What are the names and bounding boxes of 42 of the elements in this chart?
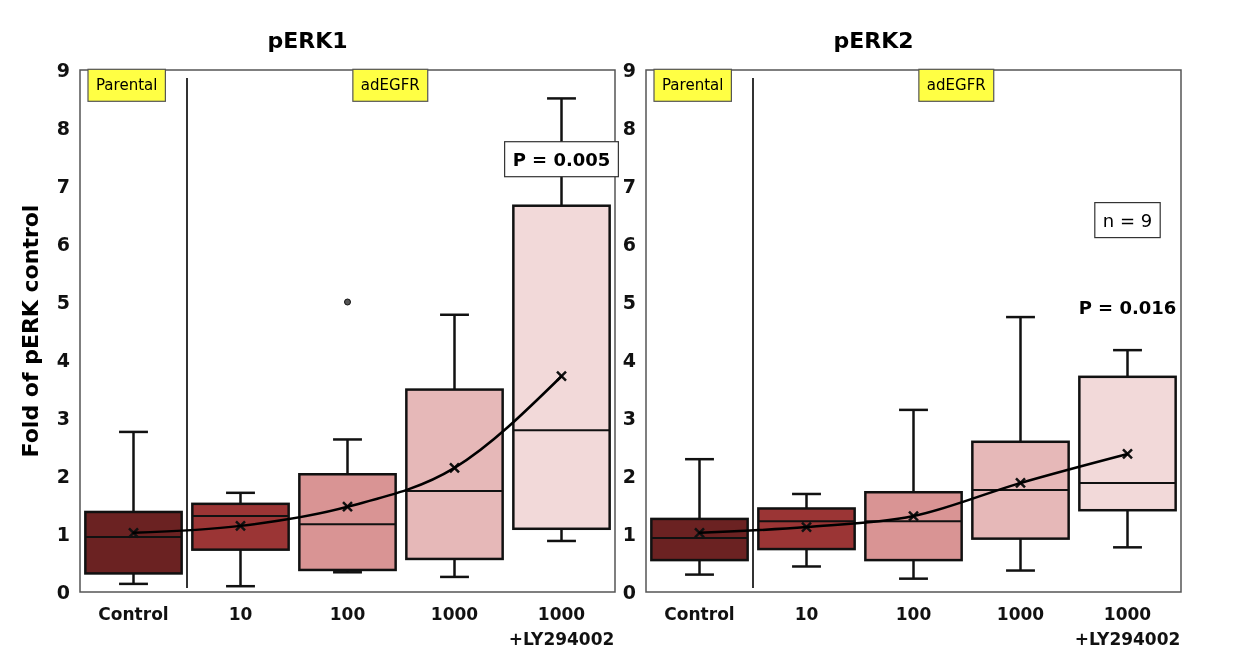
y-tick-label: 1 bbox=[622, 522, 636, 545]
annotation: Parental bbox=[662, 76, 724, 95]
y-tick-label: 9 bbox=[56, 58, 70, 81]
y-tick-label: 6 bbox=[622, 232, 636, 255]
x-tick-label: 1000 +LY294002 bbox=[1074, 604, 1181, 649]
annotation: P = 0.016 bbox=[1078, 296, 1177, 318]
chart-title: pERK2 bbox=[833, 28, 914, 53]
x-tick-label: Control bbox=[98, 604, 169, 624]
x-tick-label: 1000 bbox=[430, 604, 479, 624]
line-series bbox=[698, 452, 1129, 535]
y-tick-label: 8 bbox=[56, 116, 70, 139]
y-tick-label: 4 bbox=[56, 348, 70, 371]
x-tick-label: Control bbox=[664, 604, 735, 624]
x-tick-label: 10 bbox=[794, 604, 819, 624]
y-tick-label: 3 bbox=[622, 406, 636, 429]
line-series bbox=[132, 374, 563, 535]
y-axis-title: Fold of pERK control bbox=[18, 204, 43, 458]
y-tick-label: 8 bbox=[622, 116, 636, 139]
y-tick-label: 9 bbox=[622, 58, 636, 81]
annotation: adEGFR bbox=[926, 76, 986, 95]
y-tick-label: 2 bbox=[622, 464, 636, 487]
chart-title: pERK1 bbox=[267, 28, 348, 53]
y-tick-label: 6 bbox=[56, 232, 70, 255]
x-tick-label: 1000 +LY294002 bbox=[508, 604, 615, 649]
annotation: n = 9 bbox=[1102, 209, 1153, 231]
y-tick-label: 4 bbox=[622, 348, 636, 371]
y-tick-label: 5 bbox=[56, 290, 70, 313]
y-tick-label: 5 bbox=[622, 290, 636, 313]
y-tick-label: 1 bbox=[56, 522, 70, 545]
y-tick-label: 0 bbox=[622, 580, 636, 603]
annotation: adEGFR bbox=[360, 76, 420, 95]
y-tick-label: 0 bbox=[56, 580, 70, 603]
annotation: P = 0.005 bbox=[512, 148, 611, 170]
x-tick-label: 100 bbox=[895, 604, 932, 624]
x-tick-label: 100 bbox=[329, 604, 366, 624]
y-tick-label: 3 bbox=[56, 406, 70, 429]
annotation: Parental bbox=[96, 76, 158, 95]
y-tick-label: 2 bbox=[56, 464, 70, 487]
x-tick-label: 1000 bbox=[996, 604, 1045, 624]
y-tick-label: 7 bbox=[622, 174, 636, 197]
y-tick-label: 7 bbox=[56, 174, 70, 197]
x-tick-label: 10 bbox=[228, 604, 253, 624]
